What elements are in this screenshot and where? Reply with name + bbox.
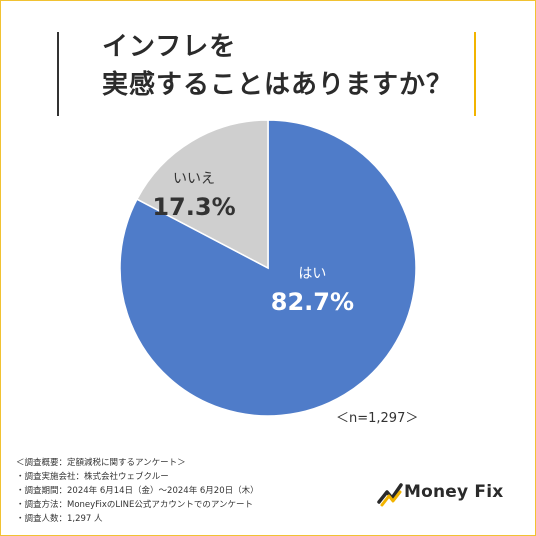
chart-title-line-1: インフレを xyxy=(102,32,237,62)
survey-note-line: ・調査方法：MoneyFixのLINE公式アカウントでのアンケート xyxy=(16,500,253,510)
slice-label-1: いいえ xyxy=(173,171,215,187)
title-bar-left xyxy=(57,32,59,116)
moneyfix-logo: Money Fix xyxy=(376,480,516,510)
survey-note-line: ・調査実施会社：株式会社ウェブクルー xyxy=(16,472,169,482)
logo-text: Money Fix xyxy=(404,482,504,502)
title-bar-right xyxy=(474,32,476,116)
chart-title: インフレを 実感することはありますか？ xyxy=(102,28,462,104)
chart-title-line-2: 実感することはありますか？ xyxy=(102,70,454,100)
logo-mark-icon xyxy=(377,483,403,507)
sample-size-note: ＜n=1,297＞ xyxy=(336,411,419,426)
survey-notes: ＜調査概要：定額減税に関するアンケート＞ ・調査実施会社：株式会社ウェブクルー … xyxy=(16,456,259,526)
pie-slice-1 xyxy=(135,119,269,270)
slice-label-0: はい xyxy=(298,266,326,282)
survey-note-line: ・調査期間：2024年 6月14日（金）〜2024年 6月20日（木） xyxy=(16,486,259,496)
slice-value-1: 17.3% xyxy=(152,193,235,221)
survey-note-line: ＜調査概要：定額減税に関するアンケート＞ xyxy=(16,458,186,468)
slice-value-0: 82.7% xyxy=(271,288,354,316)
survey-note-line: ・調査人数：1,297 人 xyxy=(16,514,103,524)
